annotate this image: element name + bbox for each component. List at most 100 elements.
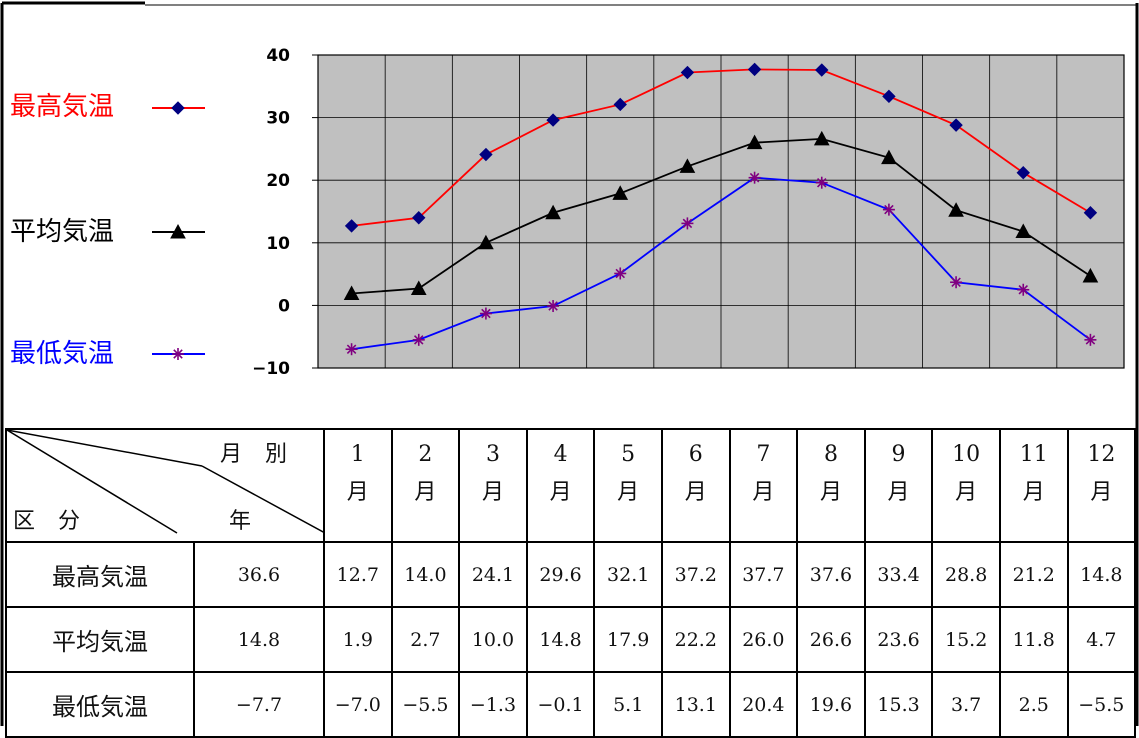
data-point-diamond [344, 219, 359, 233]
legend-min: 最低気温 [10, 339, 114, 369]
table-cell: 17.9 [593, 606, 663, 673]
month-suffix: 月 [549, 480, 572, 505]
month-suffix: 月 [752, 480, 775, 505]
data-point-asterisk [479, 307, 492, 320]
table-cell: −5.5 [390, 671, 461, 738]
asterisk-stroke [951, 277, 961, 288]
table-cell: 19.6 [796, 671, 866, 738]
table-row-max: 最高気温 36.6 12.7 14.0 24.1 29.6 32.1 37.2 … [5, 541, 1137, 608]
data-point-triangle [746, 134, 763, 150]
data-point-triangle [881, 149, 897, 165]
table-cell: 37.7 [728, 541, 799, 608]
asterisk-stroke [481, 308, 491, 319]
asterisk-stroke [1085, 335, 1096, 345]
asterisk-stroke [749, 172, 760, 183]
data-point-asterisk [172, 348, 184, 360]
data-point-diamond [1083, 206, 1098, 220]
month-suffix: 月 [955, 480, 978, 505]
data-point-triangle [679, 158, 696, 173]
table-cell: 11.8 [998, 606, 1069, 673]
table-cell: 20.4 [728, 671, 799, 738]
legend-min-label: 最低気温 [10, 339, 115, 369]
month-number: 7 [756, 442, 771, 467]
data-point-triangle [410, 280, 427, 295]
line-chart: 40 30 20 10 0 −10 [152, 46, 1125, 379]
data-point-diamond [412, 211, 426, 225]
month-suffix: 月 [887, 480, 910, 505]
annual-value: −7.7 [193, 671, 325, 738]
data-point-triangle [1082, 267, 1099, 283]
month-suffix: 月 [617, 480, 640, 505]
table-cell: 2.5 [998, 671, 1069, 738]
table-cell: 12.7 [323, 541, 393, 608]
data-point-asterisk [1084, 333, 1097, 346]
data-point-diamond [680, 65, 695, 80]
data-point-diamond [613, 97, 627, 112]
data-point-diamond [479, 147, 493, 162]
asterisk-stroke [682, 218, 693, 229]
month-number: 4 [553, 442, 568, 467]
asterisk-stroke [173, 349, 183, 359]
series-line-2 [351, 137, 1091, 295]
data-point-asterisk [547, 300, 560, 313]
month-suffix: 月 [1090, 480, 1113, 505]
month-suffix: 月 [819, 480, 842, 505]
data-point-asterisk [882, 203, 895, 216]
asterisk-stroke [413, 335, 424, 345]
month-suffix: 月 [481, 480, 504, 505]
month-number: 3 [485, 442, 500, 467]
table-row-min: 最低気温 −7.7 −7.0 −5.5 −1.3 −0.1 5.1 13.1 2… [5, 671, 1137, 738]
table-cell: 3.7 [931, 671, 1001, 738]
month-suffix: 月 [346, 480, 369, 505]
table-cell: 37.6 [796, 541, 866, 608]
data-point-diamond [546, 113, 560, 127]
table-cell: 21.2 [998, 541, 1069, 608]
table-cell: 5.1 [593, 671, 663, 738]
data-point-asterisk [412, 333, 425, 346]
data-point-asterisk [748, 171, 761, 184]
asterisk-stroke [615, 268, 626, 279]
y-tick-label: −10 [252, 359, 290, 379]
month-number: 5 [621, 442, 636, 467]
table-cell: 37.2 [660, 541, 731, 608]
table-cell: −1.3 [458, 671, 528, 738]
data-point-diamond [1016, 165, 1030, 180]
corner-category-label: 区 分 [13, 509, 88, 534]
month-number: 12 [1087, 442, 1116, 467]
data-point-triangle [612, 185, 629, 200]
y-tick-label: 0 [278, 296, 290, 316]
legend-max-label: 最高気温 [10, 92, 115, 122]
data-point-triangle [478, 234, 494, 250]
annual-value: 14.8 [193, 606, 325, 673]
table-cell: 22.2 [660, 606, 731, 673]
month-header: 12 月 [1066, 428, 1137, 543]
data-point-diamond [882, 89, 896, 104]
table-cell: 14.0 [390, 541, 461, 608]
asterisk-stroke [884, 204, 894, 215]
legend-max: 最高気温 [10, 92, 114, 122]
data-point-asterisk [614, 267, 627, 280]
month-number: 2 [418, 442, 433, 467]
data-point-triangle [948, 202, 964, 217]
table-cell: 15.3 [863, 671, 934, 738]
table-cell: 4.7 [1066, 606, 1137, 673]
table-cell: 24.1 [458, 541, 528, 608]
table-cell: 23.6 [863, 606, 934, 673]
month-suffix: 月 [1022, 480, 1045, 505]
month-number: 6 [688, 442, 703, 467]
corner-diagonal [7, 430, 325, 534]
y-tick-label: 30 [266, 109, 290, 129]
month-number: 8 [823, 442, 838, 467]
data-point-asterisk [1017, 283, 1030, 296]
table-cell: 26.6 [796, 606, 866, 673]
table-cell: 1.9 [323, 606, 393, 673]
data-point-diamond [815, 63, 829, 77]
data-point-diamond [747, 62, 762, 77]
asterisk-stroke [1018, 284, 1029, 295]
